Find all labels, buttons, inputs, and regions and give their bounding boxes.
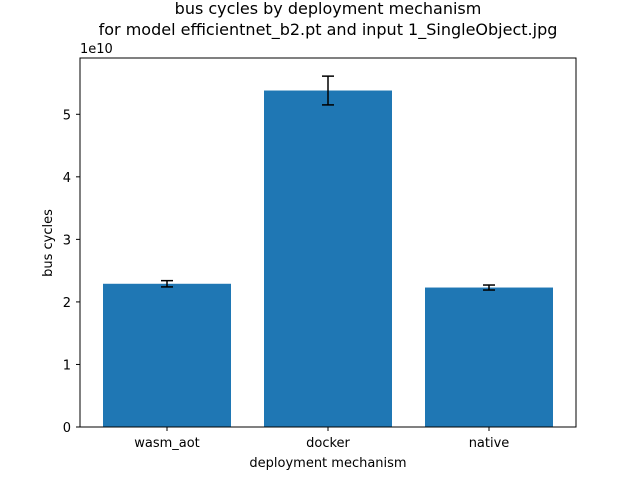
error-bar-docker [322, 75, 334, 106]
bars-group [103, 90, 553, 427]
x-ticks-group: wasm_aot docker native [134, 427, 509, 451]
x-axis-label: deployment mechanism [249, 456, 406, 471]
y-tick-label: 4 [63, 171, 71, 186]
x-tick-label-wasm_aot: wasm_aot [134, 436, 200, 451]
chart-title-line2: for model efficientnet_b2.pt and input 1… [99, 20, 558, 40]
y-axis-label: bus cycles [41, 209, 56, 277]
y-axis-offset-label: 1e10 [80, 42, 113, 57]
y-tick-label: 0 [63, 421, 71, 436]
y-tick-label: 2 [63, 296, 71, 311]
error-bars-group [161, 75, 495, 291]
y-ticks-group: 0 1 2 3 4 5 [63, 108, 80, 436]
x-tick-label-native: native [469, 436, 510, 451]
error-bar-wasm_aot [161, 279, 173, 288]
x-tick-label-docker: docker [306, 436, 350, 451]
chart-title-line1: bus cycles by deployment mechanism [175, 0, 482, 18]
bar-native [425, 287, 553, 427]
y-tick-label: 3 [63, 233, 71, 248]
bar-docker [264, 90, 392, 427]
y-tick-label: 5 [63, 108, 71, 123]
error-bar-native [483, 284, 495, 291]
y-tick-label: 1 [63, 358, 71, 373]
bar-wasm_aot [103, 283, 231, 427]
